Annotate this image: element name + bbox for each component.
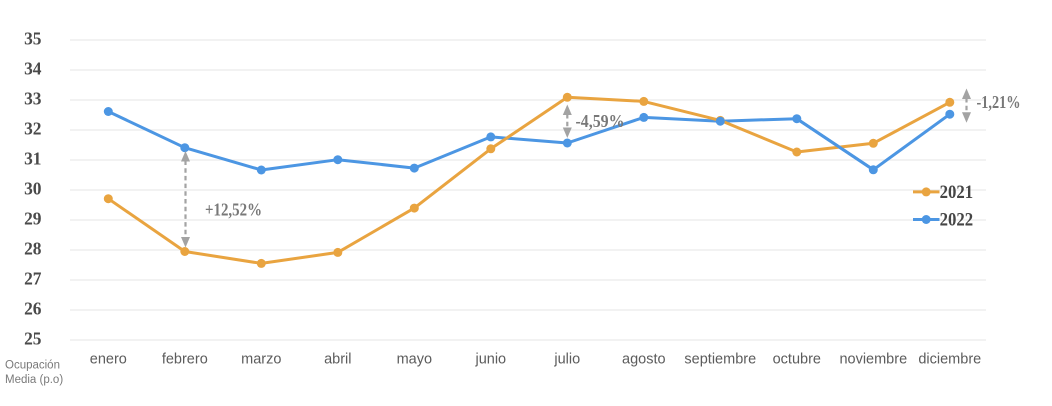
svg-text:34: 34 bbox=[24, 59, 42, 79]
svg-text:26: 26 bbox=[24, 299, 42, 319]
svg-text:octubre: octubre bbox=[773, 352, 821, 368]
svg-text:+12,52%: +12,52% bbox=[205, 200, 262, 220]
svg-text:junio: junio bbox=[474, 352, 506, 368]
svg-text:julio: julio bbox=[553, 352, 580, 368]
svg-text:noviembre: noviembre bbox=[839, 352, 907, 368]
svg-text:29: 29 bbox=[24, 209, 42, 229]
svg-text:Media (p.o): Media (p.o) bbox=[5, 374, 63, 386]
svg-text:abril: abril bbox=[324, 352, 351, 368]
svg-text:-1,21%: -1,21% bbox=[977, 92, 1021, 112]
svg-text:mayo: mayo bbox=[397, 352, 432, 368]
svg-text:30: 30 bbox=[24, 179, 42, 199]
svg-text:27: 27 bbox=[24, 269, 42, 289]
svg-text:25: 25 bbox=[24, 329, 42, 349]
svg-text:Ocupación: Ocupación bbox=[5, 360, 60, 372]
svg-text:35: 35 bbox=[24, 29, 42, 49]
svg-text:diciembre: diciembre bbox=[918, 352, 981, 368]
svg-text:agosto: agosto bbox=[622, 352, 666, 368]
svg-text:31: 31 bbox=[24, 149, 41, 169]
svg-text:enero: enero bbox=[90, 352, 127, 368]
svg-text:septiembre: septiembre bbox=[684, 352, 756, 368]
svg-text:33: 33 bbox=[24, 89, 42, 109]
svg-text:febrero: febrero bbox=[162, 352, 208, 368]
svg-text:marzo: marzo bbox=[241, 352, 281, 368]
svg-text:32: 32 bbox=[24, 119, 41, 139]
svg-text:2021: 2021 bbox=[940, 183, 974, 203]
svg-text:-4,59%: -4,59% bbox=[576, 111, 625, 131]
svg-text:28: 28 bbox=[24, 239, 42, 259]
svg-text:2022: 2022 bbox=[940, 210, 974, 230]
